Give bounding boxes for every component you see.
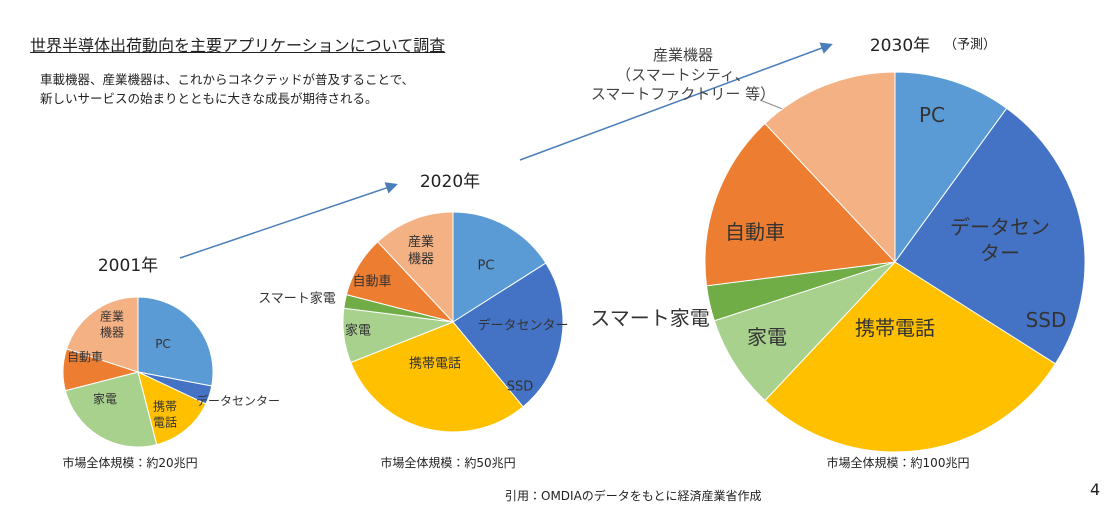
slice-label: スマート家電 bbox=[590, 306, 710, 330]
slice-label: 自動車 bbox=[66, 350, 104, 365]
market-size: 市場全体規模：約100兆円 bbox=[826, 456, 970, 471]
market-size: 市場全体規模：約20兆円 bbox=[62, 456, 198, 471]
slice-label: 自動車 bbox=[352, 274, 392, 290]
pie-slice bbox=[452, 211, 547, 323]
slice-annotation: SSD bbox=[506, 379, 534, 395]
page-number: 4 bbox=[1090, 480, 1101, 499]
pie-slice bbox=[350, 321, 524, 433]
slice-label: 携帯 電話 bbox=[152, 399, 178, 429]
source: 引用：OMDIAのデータをもとに経済産業省作成 bbox=[505, 489, 762, 503]
market-size: 市場全体規模：約50兆円 bbox=[380, 456, 516, 471]
pie-slice bbox=[64, 371, 158, 448]
slice-label: データセンター bbox=[950, 215, 1050, 265]
slice-label: 産業 機器 bbox=[99, 309, 125, 339]
pie-slice bbox=[137, 371, 207, 446]
slice-label: スマート家電 bbox=[258, 291, 336, 307]
trend-arrow bbox=[179, 182, 398, 259]
slice-label: 産業機器 （スマートシティ、 スマートファクトリー 等） bbox=[590, 45, 776, 103]
slice-label: 携帯電話 bbox=[408, 356, 462, 372]
pie-title-note: （予測） bbox=[943, 37, 997, 53]
slice-annotation: SSD bbox=[1025, 308, 1067, 332]
pie-slice bbox=[713, 261, 896, 402]
slice-label: データセンター bbox=[195, 394, 281, 409]
pie-slice bbox=[894, 107, 1086, 365]
pie-slice bbox=[764, 71, 896, 264]
slice-label: PC bbox=[918, 103, 946, 127]
slice-label: PC bbox=[155, 337, 171, 352]
slide-title: 世界半導体出荷動向を主要アプリケーションについて調査 bbox=[30, 36, 446, 55]
pie-slice bbox=[894, 71, 1008, 264]
pie-slice bbox=[376, 211, 454, 324]
slice-label: 家電 bbox=[92, 392, 118, 407]
trend-arrow bbox=[519, 42, 833, 161]
pie-title: 2001年 bbox=[97, 255, 159, 276]
slice-label: 家電 bbox=[747, 325, 787, 349]
slice-label: 家電 bbox=[344, 323, 372, 339]
slice-label: 産業 機器 bbox=[407, 235, 435, 267]
pies bbox=[62, 71, 1086, 453]
slice-label: 携帯電話 bbox=[855, 316, 935, 340]
pie-slice bbox=[452, 262, 564, 408]
pie-slice bbox=[137, 296, 214, 387]
pie-title: 2030年 bbox=[869, 35, 931, 56]
description: 車載機器、産業機器は、これからコネクテッドが普及することで、 新しいサービスの始… bbox=[40, 72, 415, 107]
pie-slice bbox=[764, 261, 1057, 453]
slice-label: データセンター bbox=[477, 318, 569, 334]
slice-label: 自動車 bbox=[725, 220, 785, 244]
pie-slice bbox=[66, 296, 139, 373]
pie-slice bbox=[704, 122, 897, 287]
pie-title: 2020年 bbox=[419, 171, 481, 192]
slice-label: PC bbox=[477, 258, 495, 274]
